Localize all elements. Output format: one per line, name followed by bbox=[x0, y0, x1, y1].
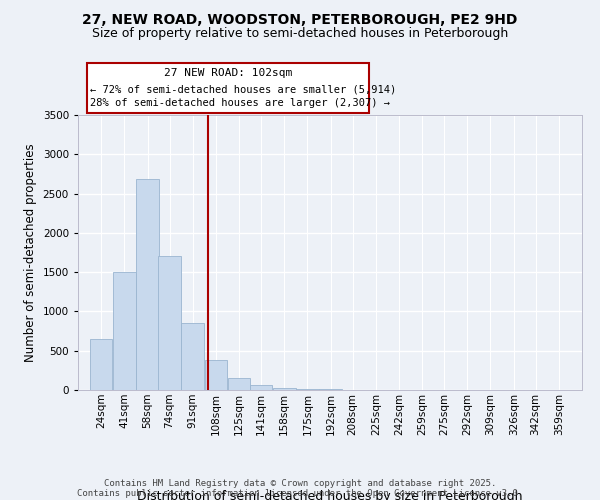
Text: 27 NEW ROAD: 102sqm: 27 NEW ROAD: 102sqm bbox=[164, 68, 292, 78]
Bar bbox=[181, 323, 204, 390]
Bar bbox=[90, 339, 112, 390]
Bar bbox=[228, 378, 250, 390]
Bar bbox=[158, 256, 181, 390]
X-axis label: Distribution of semi-detached houses by size in Peterborough: Distribution of semi-detached houses by … bbox=[137, 490, 523, 500]
Bar bbox=[250, 386, 272, 390]
Text: 28% of semi-detached houses are larger (2,307) →: 28% of semi-detached houses are larger (… bbox=[90, 98, 390, 108]
Bar bbox=[319, 389, 342, 390]
Text: 27, NEW ROAD, WOODSTON, PETERBOROUGH, PE2 9HD: 27, NEW ROAD, WOODSTON, PETERBOROUGH, PE… bbox=[82, 12, 518, 26]
Bar bbox=[205, 360, 227, 390]
Text: Contains public sector information licensed under the Open Government Licence v3: Contains public sector information licen… bbox=[77, 488, 523, 498]
Y-axis label: Number of semi-detached properties: Number of semi-detached properties bbox=[24, 143, 37, 362]
Bar bbox=[296, 389, 319, 390]
Text: Size of property relative to semi-detached houses in Peterborough: Size of property relative to semi-detach… bbox=[92, 28, 508, 40]
Bar bbox=[113, 272, 136, 390]
Text: ← 72% of semi-detached houses are smaller (5,914): ← 72% of semi-detached houses are smalle… bbox=[90, 85, 396, 95]
Text: Contains HM Land Registry data © Crown copyright and database right 2025.: Contains HM Land Registry data © Crown c… bbox=[104, 478, 496, 488]
Bar bbox=[273, 388, 296, 390]
Bar bbox=[136, 180, 159, 390]
